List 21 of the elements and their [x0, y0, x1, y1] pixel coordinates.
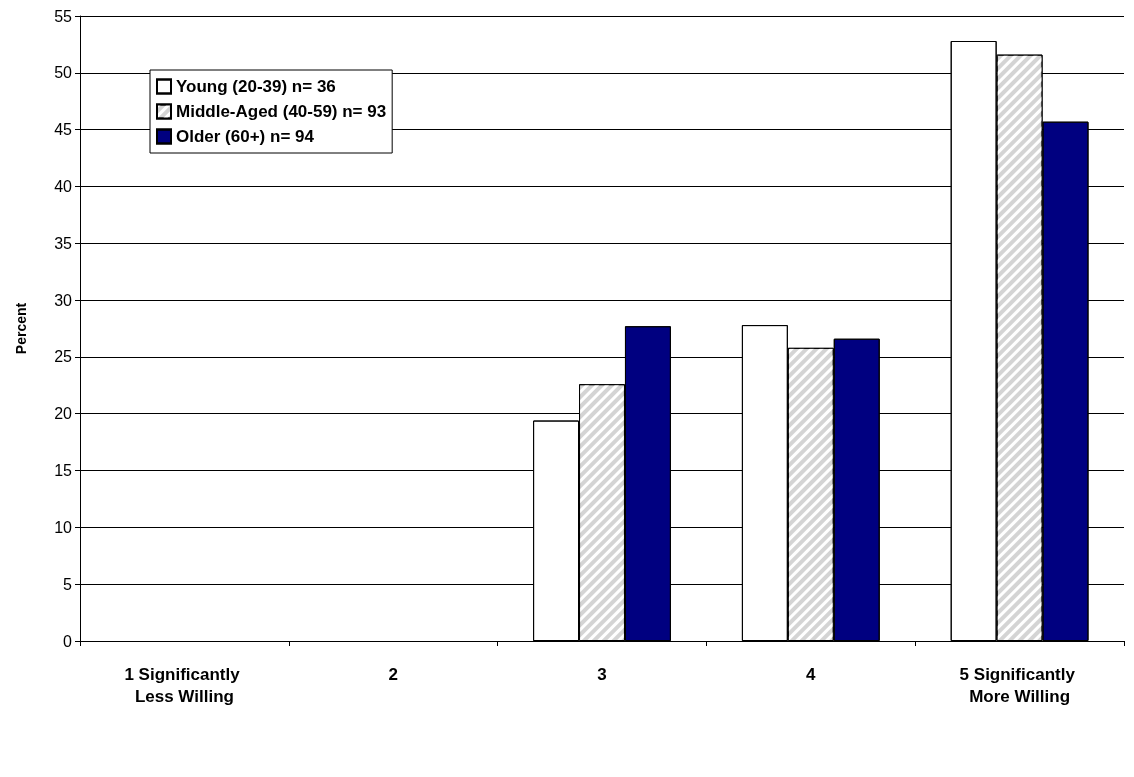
legend-label: Middle-Aged (40-59) n= 93: [176, 102, 387, 121]
y-tick-label: 50: [54, 64, 73, 82]
y-tick-label: 20: [54, 405, 73, 423]
y-tick-label: 10: [54, 518, 73, 536]
y-tick-label: 35: [54, 234, 73, 252]
x-tick-label: 2: [388, 664, 398, 684]
y-tick-label: 40: [54, 177, 73, 195]
y-tick-label: 25: [54, 348, 73, 366]
x-tick-label: 1 Significantly Less Willing: [124, 664, 245, 706]
y-tick-label: 30: [54, 291, 73, 309]
y-tick-label: 5: [63, 575, 73, 593]
y-tick-label: 0: [63, 632, 73, 650]
y-axis-title: Percent: [13, 302, 29, 355]
y-tick-label: 15: [54, 462, 73, 480]
x-tick-label: 3: [597, 664, 607, 684]
legend-label: Older (60+) n= 94: [176, 127, 315, 146]
x-tick-label: 5 Significantly More Willing: [959, 664, 1080, 706]
y-tick-label: 45: [54, 121, 73, 139]
x-tick-label: 4: [806, 664, 817, 684]
legend-label: Young (20-39) n= 36: [176, 77, 336, 96]
y-tick-label: 55: [54, 7, 73, 25]
